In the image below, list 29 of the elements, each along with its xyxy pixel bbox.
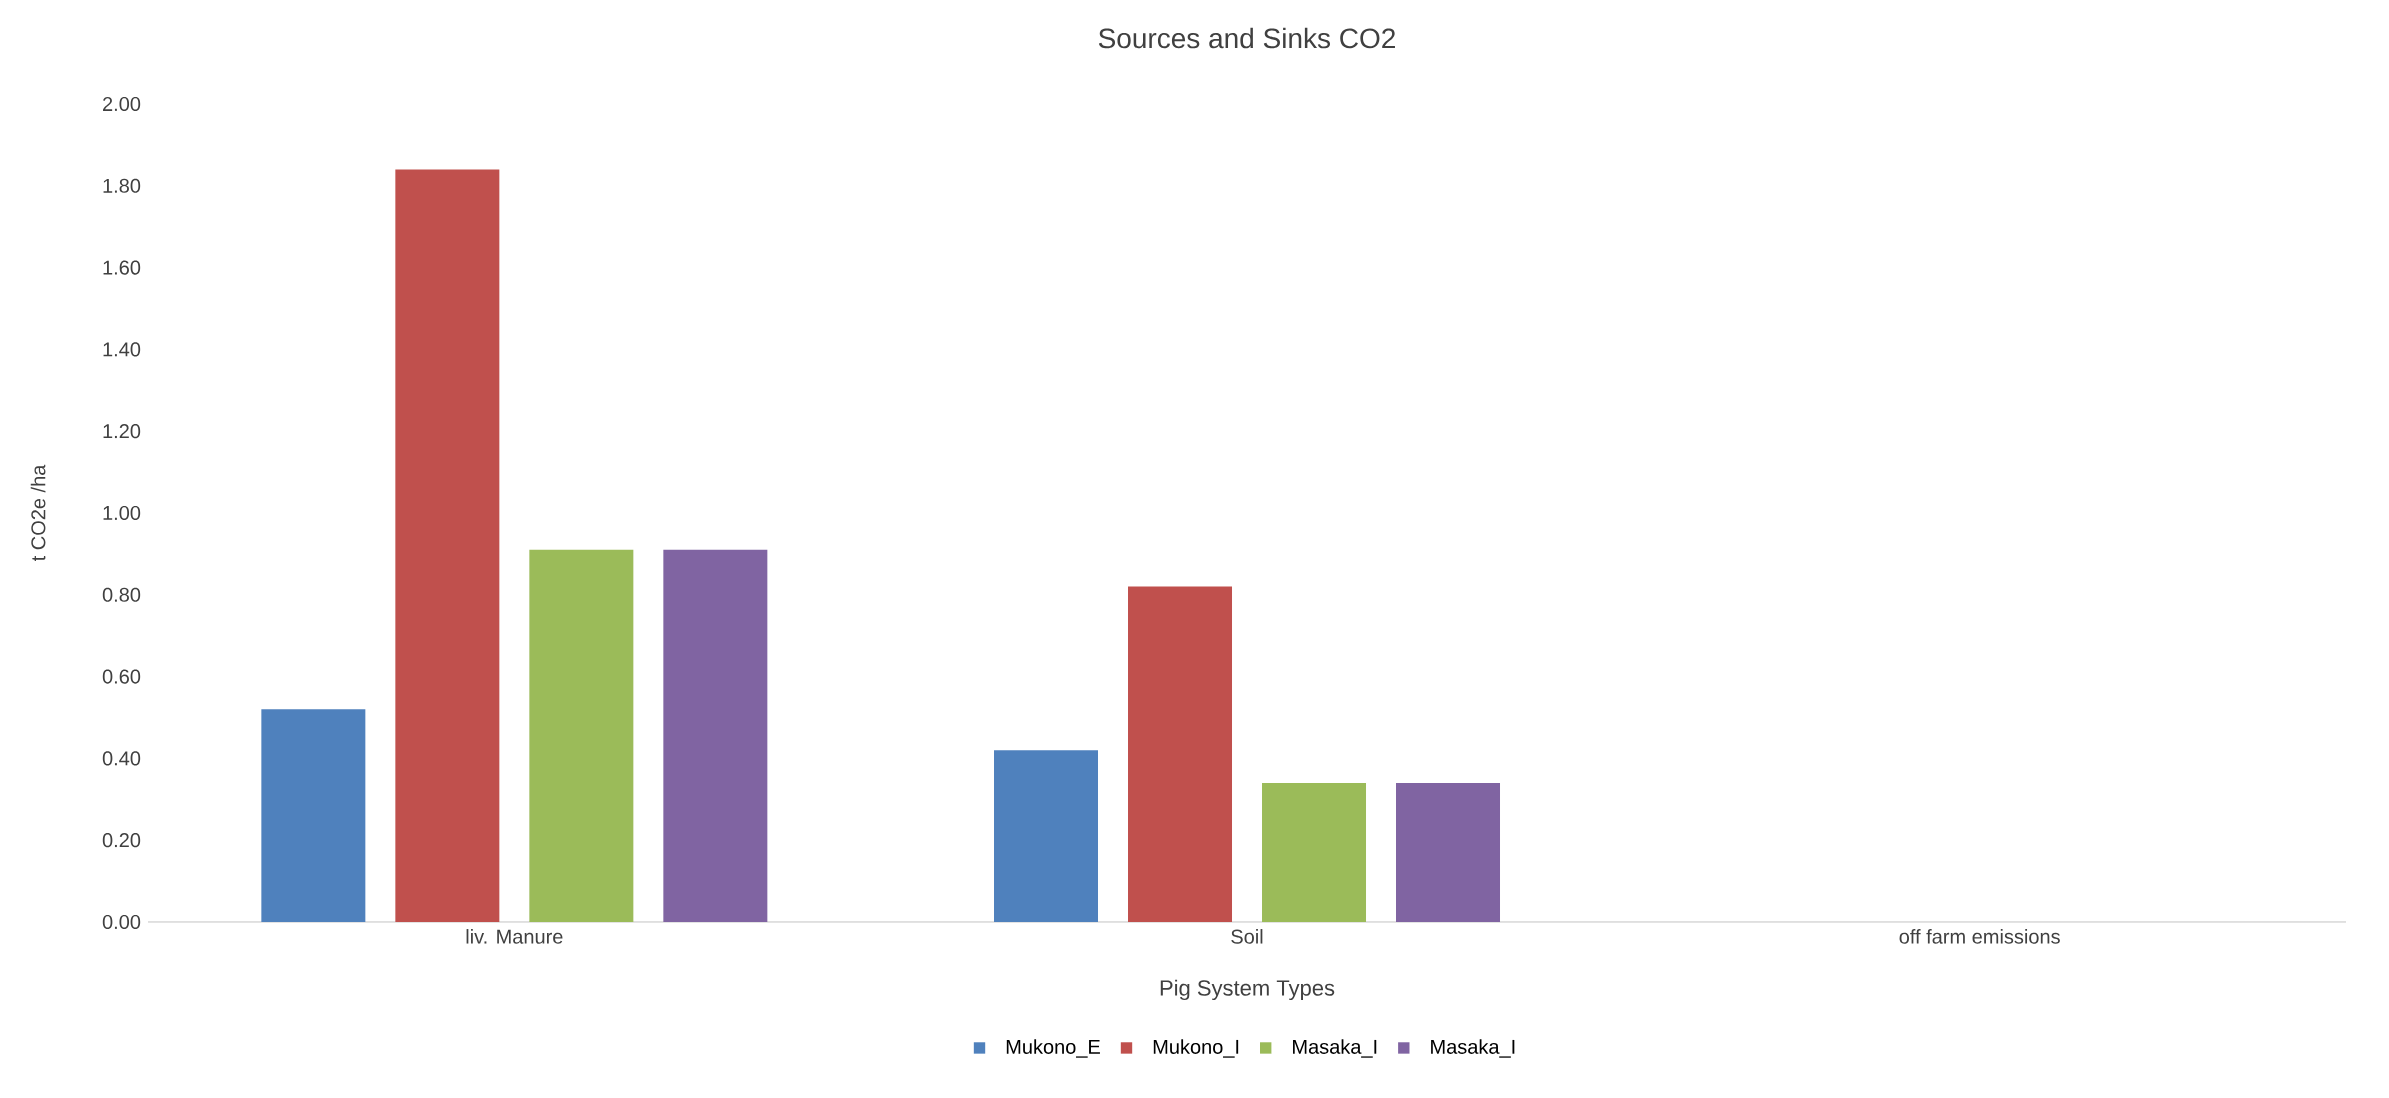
legend-label: Mukono_I [1153, 1039, 1239, 1058]
y-tick-label: 1.00 [103, 505, 141, 521]
y-tick-label: 0.80 [102, 587, 141, 602]
bar [1262, 782, 1367, 922]
x-tick-label: off farm emissions [1899, 929, 2060, 944]
y-tick-label: 0.40 [102, 751, 141, 766]
bar [1396, 782, 1501, 922]
bar [663, 549, 768, 922]
bar [261, 709, 366, 922]
y-tick-label: 1.40 [103, 342, 141, 357]
legend-label: Mukono_E [1006, 1039, 1100, 1058]
y-tick-label: 2.00 [103, 96, 141, 112]
x-axis-title: Pig System Types [1160, 979, 1335, 1001]
y-tick-label: 0.20 [102, 833, 141, 848]
y-tick-label: 1.80 [103, 178, 141, 193]
y-tick-label: 0.60 [102, 669, 141, 684]
y-axis-title: t CO2e /ha [30, 464, 46, 562]
y-tick-label: 1.20 [103, 424, 141, 439]
legend-label: Masaka_I [1431, 1039, 1515, 1058]
bar [529, 549, 634, 922]
x-tick-label: liv. Manure [466, 929, 563, 944]
y-tick-label: 0.00 [102, 914, 141, 930]
bar [994, 750, 1099, 922]
chart-title: Sources and Sinks CO2 [1098, 27, 1395, 49]
bar [395, 169, 500, 922]
bar [1128, 586, 1233, 922]
x-tick-label: Soil [1231, 929, 1263, 944]
y-tick-label: 1.60 [103, 260, 141, 275]
legend-label: Masaka_I [1293, 1039, 1377, 1058]
